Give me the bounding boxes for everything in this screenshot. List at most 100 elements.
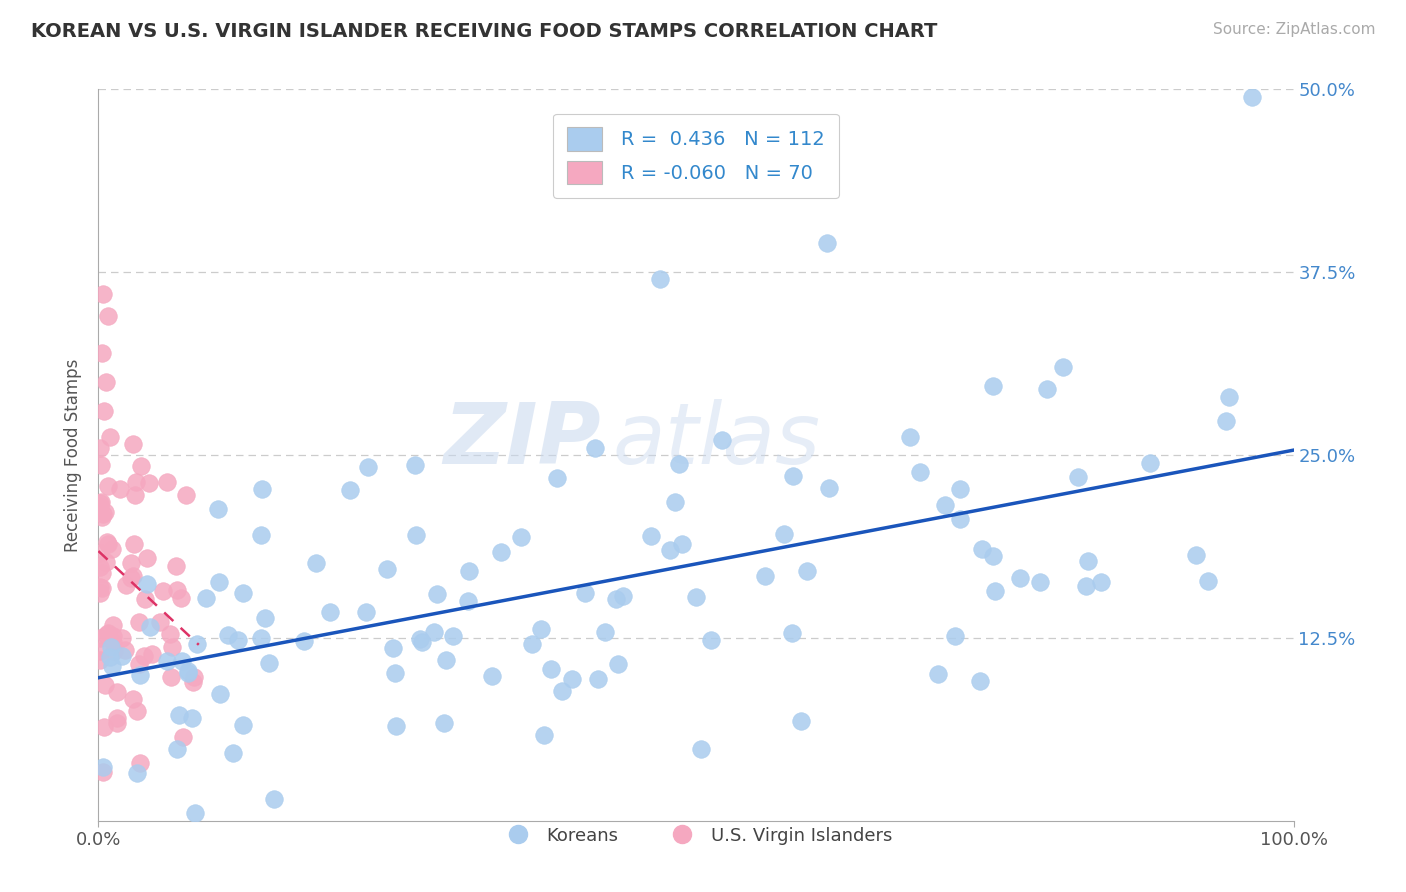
Point	[94, 555, 117, 569]
Point	[89, 496, 111, 510]
Point	[111, 648, 134, 663]
Point	[160, 670, 183, 684]
Point	[711, 433, 734, 447]
Point	[984, 583, 1007, 598]
Point	[384, 666, 406, 681]
Point	[668, 457, 690, 471]
Point	[176, 488, 198, 502]
Point	[94, 678, 117, 692]
Point	[170, 591, 193, 606]
Point	[305, 557, 328, 571]
Point	[780, 625, 803, 640]
Point	[583, 442, 606, 456]
Point	[132, 649, 155, 664]
Point	[91, 287, 114, 301]
Point	[818, 481, 841, 495]
Point	[125, 475, 148, 489]
Point	[1052, 360, 1074, 375]
Point	[166, 742, 188, 756]
Point	[231, 586, 253, 600]
Point	[127, 704, 149, 718]
Point	[152, 583, 174, 598]
Point	[108, 482, 131, 496]
Point	[441, 629, 464, 643]
Point	[128, 615, 150, 629]
Point	[1074, 579, 1097, 593]
Point	[546, 471, 568, 485]
Point	[101, 542, 124, 557]
Point	[949, 483, 972, 497]
Point	[292, 634, 315, 648]
Point	[533, 728, 555, 742]
Point	[530, 622, 553, 636]
Point	[114, 642, 136, 657]
Point	[129, 459, 152, 474]
Point	[136, 550, 159, 565]
Point	[754, 569, 776, 583]
Point	[433, 716, 456, 731]
Point	[89, 559, 111, 574]
Point	[149, 615, 172, 629]
Point	[100, 640, 122, 655]
Point	[1067, 470, 1090, 484]
Point	[91, 759, 114, 773]
Point	[685, 591, 707, 605]
Point	[166, 583, 188, 598]
Point	[1139, 456, 1161, 470]
Point	[593, 625, 616, 640]
Point	[96, 535, 118, 549]
Point	[658, 542, 681, 557]
Point	[522, 637, 544, 651]
Point	[254, 610, 277, 624]
Point	[664, 495, 686, 509]
Point	[94, 375, 117, 389]
Point	[250, 482, 273, 496]
Point	[339, 483, 361, 497]
Point	[90, 458, 112, 472]
Point	[671, 536, 693, 550]
Point	[908, 465, 931, 479]
Point	[122, 692, 145, 706]
Point	[207, 574, 229, 589]
Point	[927, 667, 949, 681]
Point	[1008, 571, 1031, 585]
Point	[217, 628, 239, 642]
Point	[690, 741, 713, 756]
Point	[105, 716, 128, 731]
Point	[114, 578, 136, 592]
Point	[226, 633, 249, 648]
Point	[160, 640, 183, 655]
Point	[97, 537, 120, 551]
Text: Source: ZipAtlas.com: Source: ZipAtlas.com	[1212, 22, 1375, 37]
Point	[89, 644, 111, 658]
Point	[183, 670, 205, 684]
Point	[404, 458, 426, 472]
Point	[423, 625, 446, 640]
Point	[574, 586, 596, 600]
Point	[105, 710, 128, 724]
Point	[103, 629, 125, 643]
Point	[121, 436, 143, 450]
Point	[103, 635, 125, 649]
Point	[457, 593, 479, 607]
Point	[405, 527, 427, 541]
Point	[172, 731, 194, 745]
Point	[782, 469, 804, 483]
Point	[184, 806, 207, 821]
Point	[481, 668, 503, 682]
Point	[90, 581, 112, 595]
Point	[129, 756, 152, 771]
Point	[612, 589, 634, 603]
Point	[141, 647, 163, 661]
Point	[107, 685, 129, 699]
Point	[1185, 548, 1208, 562]
Point	[263, 792, 285, 806]
Point	[98, 650, 121, 665]
Point	[969, 673, 991, 688]
Point	[181, 711, 204, 725]
Point	[1197, 574, 1219, 588]
Point	[257, 657, 280, 671]
Point	[949, 512, 972, 526]
Text: KOREAN VS U.S. VIRGIN ISLANDER RECEIVING FOOD STAMPS CORRELATION CHART: KOREAN VS U.S. VIRGIN ISLANDER RECEIVING…	[31, 22, 938, 41]
Point	[434, 653, 457, 667]
